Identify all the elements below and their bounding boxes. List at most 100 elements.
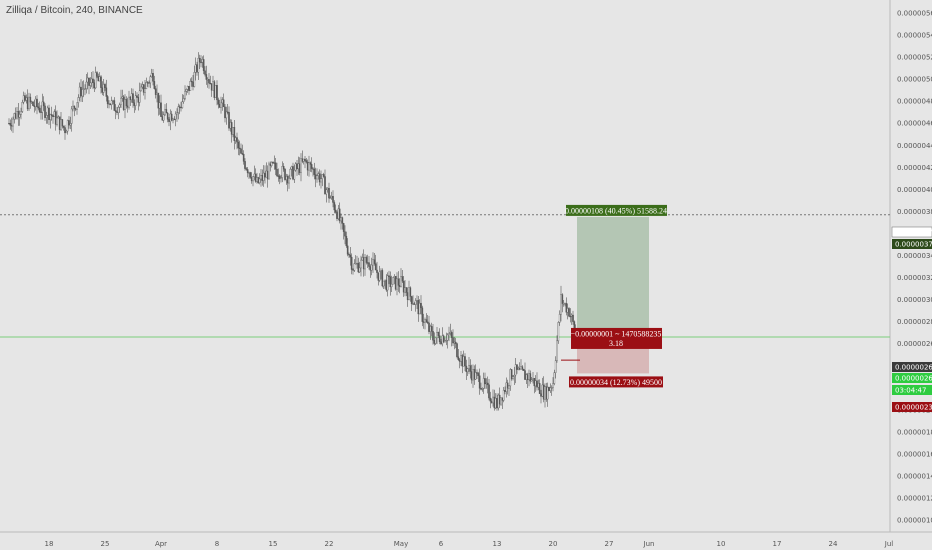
stop-label: 0.00000034 (12.73%) 49500 bbox=[570, 378, 662, 387]
x-tick-label: 13 bbox=[493, 540, 502, 548]
candle bbox=[234, 137, 237, 141]
candle bbox=[384, 279, 386, 282]
candle bbox=[542, 384, 545, 400]
candle bbox=[230, 122, 233, 135]
candle bbox=[204, 70, 206, 75]
candle bbox=[482, 378, 485, 389]
candle bbox=[32, 101, 34, 106]
candle bbox=[249, 172, 252, 178]
candle bbox=[477, 373, 480, 376]
candle bbox=[360, 259, 362, 269]
candle bbox=[246, 169, 249, 174]
candle bbox=[526, 374, 529, 381]
candle bbox=[157, 92, 160, 109]
candle bbox=[216, 85, 218, 101]
candle bbox=[416, 300, 418, 302]
candle bbox=[372, 259, 374, 266]
candle bbox=[272, 162, 274, 164]
candle bbox=[437, 332, 440, 336]
candle bbox=[13, 113, 16, 120]
candle bbox=[421, 307, 424, 322]
candle bbox=[140, 86, 142, 92]
candle bbox=[278, 175, 281, 179]
candle bbox=[57, 116, 60, 119]
candle bbox=[126, 105, 129, 108]
candle bbox=[461, 355, 464, 367]
y-tick-label: 0.00000100 bbox=[897, 517, 932, 525]
candle bbox=[462, 356, 465, 367]
candle bbox=[350, 256, 353, 270]
candle bbox=[502, 390, 505, 401]
candle bbox=[60, 119, 62, 130]
candle bbox=[72, 105, 74, 110]
x-tick-label: 22 bbox=[325, 540, 334, 548]
candle bbox=[244, 161, 246, 169]
y-tick-label: 0.00000120 bbox=[897, 494, 932, 502]
profit-zone[interactable] bbox=[577, 216, 649, 336]
candle bbox=[178, 106, 181, 108]
candle bbox=[114, 110, 117, 112]
candle bbox=[148, 82, 150, 84]
candle bbox=[444, 340, 446, 343]
x-tick-label: 6 bbox=[439, 540, 444, 548]
candle bbox=[257, 177, 260, 183]
candle bbox=[284, 168, 286, 180]
candle bbox=[81, 89, 84, 97]
candle bbox=[569, 315, 572, 318]
candle bbox=[308, 162, 310, 171]
candle bbox=[220, 102, 222, 108]
candle bbox=[165, 109, 168, 114]
y-tick-label: 0.00000560 bbox=[897, 10, 932, 18]
candle bbox=[45, 115, 48, 118]
candle bbox=[64, 127, 66, 134]
candle bbox=[276, 169, 278, 176]
candle bbox=[362, 257, 365, 270]
candle bbox=[240, 148, 242, 154]
candle bbox=[301, 158, 304, 162]
candle bbox=[442, 335, 445, 343]
candle bbox=[538, 383, 541, 394]
candle bbox=[490, 400, 493, 404]
candle bbox=[373, 259, 376, 264]
candle bbox=[109, 103, 112, 105]
y-tick-label: 0.00000280 bbox=[897, 318, 932, 326]
x-tick-label: 27 bbox=[605, 540, 614, 548]
candle bbox=[17, 111, 20, 118]
candle bbox=[317, 173, 320, 176]
candle bbox=[404, 287, 406, 293]
candle bbox=[392, 277, 394, 285]
candle bbox=[570, 314, 573, 317]
candle bbox=[154, 88, 157, 95]
candle bbox=[156, 92, 158, 95]
candle bbox=[222, 99, 225, 108]
candle bbox=[348, 254, 350, 256]
candle bbox=[514, 364, 517, 376]
candle bbox=[549, 387, 552, 391]
candle bbox=[180, 107, 182, 109]
candle bbox=[20, 111, 22, 115]
candle bbox=[433, 340, 436, 344]
y-tick-label: 0.00000180 bbox=[897, 428, 932, 436]
candle bbox=[329, 197, 332, 199]
candle bbox=[108, 103, 110, 105]
candle bbox=[205, 74, 208, 80]
x-tick-label: 15 bbox=[269, 540, 278, 548]
candle bbox=[262, 172, 265, 181]
candle bbox=[298, 163, 301, 173]
candle bbox=[524, 370, 526, 380]
price-tag-label: 0.00000267 bbox=[895, 364, 932, 372]
price-tag bbox=[892, 362, 932, 372]
candle bbox=[105, 87, 108, 97]
candle bbox=[536, 380, 538, 388]
y-tick-label: 0.00000160 bbox=[897, 450, 932, 458]
candle bbox=[208, 79, 210, 84]
candle bbox=[40, 111, 42, 113]
candle bbox=[430, 326, 433, 332]
candle bbox=[250, 177, 253, 182]
candle bbox=[101, 87, 104, 93]
candle bbox=[520, 366, 522, 370]
candle bbox=[456, 343, 458, 358]
candle bbox=[285, 176, 288, 180]
